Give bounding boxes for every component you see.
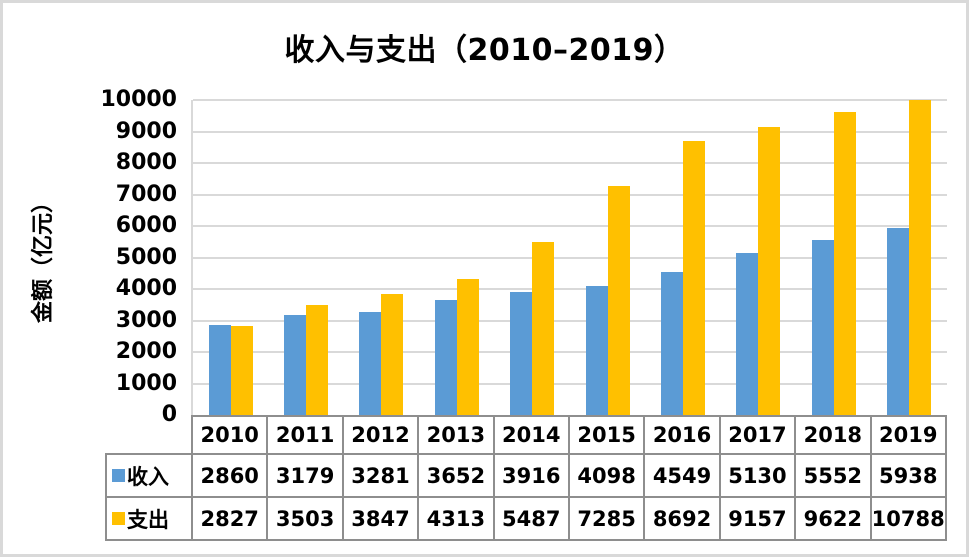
gridline (193, 288, 947, 290)
table-value-cell: 5130 (718, 453, 797, 498)
table-value-cell: 5938 (869, 453, 947, 498)
expense-bar (381, 293, 404, 415)
y-tick-label: 9000 (115, 118, 177, 144)
table-value-cell: 10788 (869, 496, 947, 541)
table-value-cell: 3281 (341, 453, 420, 498)
y-tick-label: 10000 (100, 87, 177, 112)
bar-group-2018 (796, 100, 871, 415)
y-tick-label: 5000 (115, 244, 177, 270)
table-value-cell: 3847 (341, 496, 420, 541)
plot-area (191, 99, 947, 415)
bar-group-2017 (721, 100, 796, 415)
gridline (193, 130, 947, 133)
table-value-cell: 4098 (567, 453, 646, 498)
x-category-label: 2010 (190, 415, 269, 455)
income-bar (510, 291, 533, 415)
x-category-label: 2017 (718, 415, 797, 455)
income-bar (359, 311, 382, 415)
expense-bar (456, 279, 479, 415)
expense-bar (683, 141, 706, 415)
legend-marker-income (112, 469, 125, 482)
income-bar (585, 285, 608, 415)
expense-bar (607, 185, 630, 415)
y-tick-label: 6000 (115, 213, 177, 238)
bar-group-2015 (570, 100, 645, 415)
income-bar (434, 299, 457, 415)
income-bar (811, 240, 834, 415)
table-value-cell: 3503 (266, 496, 344, 541)
table-value-cell: 9157 (718, 496, 797, 541)
bar-group-2010 (193, 100, 268, 415)
income-bar (887, 227, 910, 415)
x-category-label: 2013 (417, 415, 495, 455)
table-row-income: 收入 2860 3179 3281 3652 3916 4098 4549 5130 5552 59… (105, 453, 947, 498)
x-category-label: 2019 (869, 415, 947, 455)
income-bar (661, 271, 684, 415)
expense-bar (909, 100, 932, 415)
income-bar (208, 324, 231, 415)
table-value-cell: 2860 (190, 453, 269, 498)
gridline (193, 256, 947, 259)
table-value-cell: 9622 (794, 496, 872, 541)
expense-bar (230, 325, 253, 415)
y-tick-label: 4000 (115, 276, 177, 301)
expense-bar (758, 126, 781, 415)
table-row-expense: 支出 2827 3503 3847 4313 5487 7285 8692 9157 9622 10… (105, 496, 947, 541)
expense-bar (306, 304, 329, 415)
bar-group-2011 (268, 100, 343, 415)
bar-group-2016 (645, 100, 720, 415)
x-category-label: 2011 (266, 415, 344, 455)
table-value-cell: 3179 (266, 453, 344, 498)
gridline (193, 319, 947, 322)
bar-group-2013 (419, 100, 494, 415)
legend-cell-income: 收入 (105, 453, 193, 498)
income-bar (284, 314, 307, 415)
y-tick-label: 7000 (115, 181, 177, 207)
gridline (193, 382, 947, 385)
bar-group-2014 (495, 100, 570, 415)
table-value-cell: 3916 (492, 453, 570, 498)
y-tick-label: 2000 (115, 339, 177, 364)
table-value-cell: 5487 (492, 496, 570, 541)
gridline (193, 193, 947, 196)
chart-title: 收入与支出（2010–2019） (284, 33, 685, 68)
table-value-cell: 2827 (190, 496, 269, 541)
table-value-cell: 4313 (417, 496, 495, 541)
x-category-label: 2015 (567, 415, 646, 455)
series-name-label: 收入 (127, 464, 169, 489)
expense-bar (532, 242, 555, 415)
y-tick-label: 0 (161, 402, 177, 427)
y-tick-label: 3000 (115, 307, 177, 333)
expense-bar (833, 111, 856, 415)
x-category-label: 2014 (492, 415, 570, 455)
bar-group-2012 (344, 100, 419, 415)
bar-group-2019 (872, 100, 947, 415)
legend-marker-expense (112, 512, 125, 525)
income-bar (736, 253, 759, 415)
gridline (193, 162, 947, 164)
table-value-cell: 3652 (417, 453, 495, 498)
y-tick-label: 8000 (115, 150, 177, 175)
data-table: 2010 2011 2012 2013 2014 2015 2016 2017 2018 2019… (105, 415, 947, 541)
gridline (193, 99, 947, 101)
legend-cell-expense: 支出 (105, 496, 193, 541)
table-value-cell: 4549 (643, 453, 721, 498)
x-category-label: 2016 (643, 415, 721, 455)
series-name-label: 支出 (127, 507, 169, 532)
table-value-cell: 5552 (794, 453, 872, 498)
gridline (193, 351, 947, 353)
y-tick-label: 1000 (115, 370, 177, 396)
table-value-cell: 7285 (567, 496, 646, 541)
gridline (193, 225, 947, 227)
x-category-label: 2018 (794, 415, 872, 455)
x-category-label: 2012 (341, 415, 420, 455)
table-value-cell: 8692 (643, 496, 721, 541)
y-axis-title: 金额（亿元） (31, 190, 56, 324)
